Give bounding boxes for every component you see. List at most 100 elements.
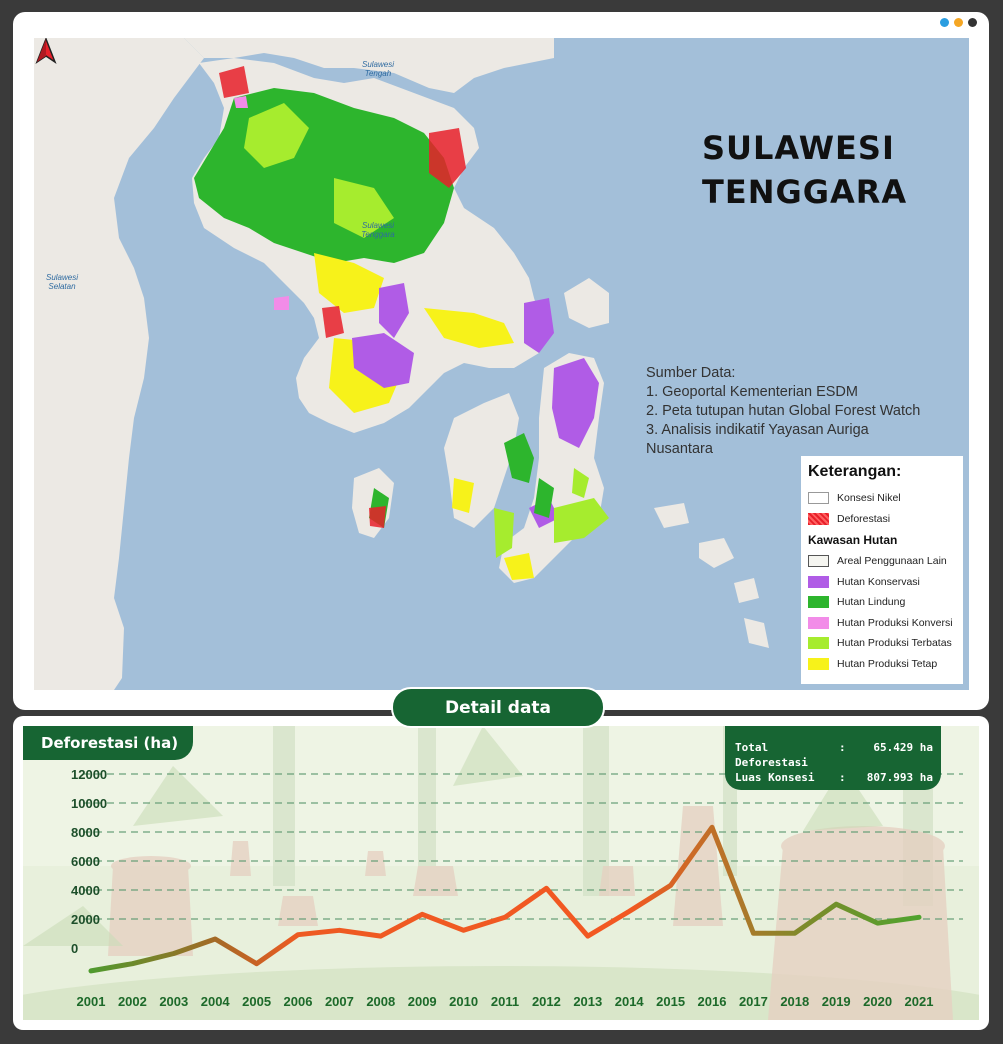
window-controls [940,18,977,27]
forest-terbatas-2 [334,178,394,238]
legend-label: Hutan Lindung [837,596,906,609]
legend-item: Hutan Konservasi [808,572,956,593]
label-sulawesi-tenggara: Sulawesi Tenggara [361,221,395,239]
legend-swatch [808,657,829,670]
legend-swatch [808,637,829,650]
legend-label: Hutan Produksi Tetap [837,657,938,670]
legend-swatch [808,555,829,568]
map-title: SULAWESI TENGGARA [702,126,907,214]
legend-swatch [808,492,829,505]
x-tick-label: 2021 [905,994,934,1009]
legend-label: Hutan Produksi Konversi [837,616,953,629]
x-tick-label: 2019 [822,994,851,1009]
sources-heading: Sumber Data: [646,365,736,381]
label-sulawesi-selatan: Sulawesi Selatan [45,273,78,291]
legend-item: Hutan Lindung [808,592,956,613]
summary-row-total: Total Deforestasi : 65.429 ha [735,740,933,770]
y-tick-label: 12000 [71,767,107,782]
x-tick-label: 2006 [284,994,313,1009]
x-tick-label: 2015 [656,994,685,1009]
deforestation-4 [369,506,386,528]
deforestation-1 [429,128,466,188]
summary-value: 65.429 ha [873,741,933,754]
map-view[interactable]: Sulawesi Tengah Sulawesi Tenggara Sulawe… [34,38,969,690]
x-tick-label: 2004 [201,994,231,1009]
x-tick-label: 2003 [159,994,188,1009]
land-east-islands [654,503,769,648]
legend-subtitle: Kawasan Hutan [808,533,898,547]
summary-separator: : [839,771,846,784]
land-island-left [100,598,124,690]
summary-label: Total Deforestasi [735,741,808,769]
forest-konservasi-2 [379,283,409,338]
y-tick-label: 10000 [71,796,107,811]
legend-swatch [808,616,829,629]
legend-swatch [808,596,829,609]
legend-swatch [808,575,829,588]
legend-item: Hutan Produksi Tetap [808,654,956,675]
y-tick-label: 6000 [71,854,100,869]
legend-label: Hutan Produksi Terbatas [837,637,952,650]
x-tick-label: 2012 [532,994,561,1009]
window-dot-dark[interactable] [968,18,977,27]
x-tick-label: 2002 [118,994,147,1009]
summary-separator: : [839,741,846,754]
forest-konservasi-3 [524,298,554,353]
summary-value: 807.993 ha [866,771,933,784]
forest-tetap-3 [424,308,514,348]
map-title-line1: SULAWESI [702,129,895,167]
detail-data-button[interactable]: Detail data [391,687,605,728]
legend-item: Hutan Produksi Terbatas [808,633,956,654]
chart-title: Deforestasi (ha) [23,726,193,760]
map-window: Sulawesi Tengah Sulawesi Tenggara Sulawe… [13,12,989,710]
forest-terbatas-1 [244,103,309,168]
legend-swatch [808,512,829,525]
x-tick-label: 2018 [780,994,809,1009]
forest-tetap-1 [314,253,384,313]
x-tick-label: 2016 [698,994,727,1009]
x-tick-label: 2008 [366,994,395,1009]
y-axis-ticks: 0 2000 4000 6000 8000 10000 12000 [71,767,107,956]
source-item: 2. Peta tutupan hutan Global Forest Watc… [646,403,921,419]
legend-item: Areal Penggunaan Lain [808,551,956,572]
chart-window: 0 2000 4000 6000 8000 10000 12000 2001 2002 2003… [13,716,989,1030]
forest-konservasi-4 [552,358,599,448]
y-tick-label: 2000 [71,912,100,927]
x-tick-label: 2007 [325,994,354,1009]
window-dot-blue[interactable] [940,18,949,27]
deforestation-3 [219,66,249,98]
legend-title: Keterangan: [808,463,902,480]
map-legend: Keterangan: Konsesi Nikel Deforestasi Ka… [801,456,963,684]
summary-box: Total Deforestasi : 65.429 ha Luas Konse… [725,726,941,790]
x-axis-ticks: 2001 2002 2003 2004 2005 2006 2007 2008 2009 2010… [77,994,934,1009]
deforestation-line [88,824,922,974]
chart-gridlines [83,773,963,920]
x-tick-label: 2010 [449,994,478,1009]
source-item: 1. Geoportal Kementerian ESDM [646,384,858,400]
x-tick-label: 2005 [242,994,271,1009]
land-sulawesi-selatan [34,38,204,690]
land-wawonii [564,278,609,328]
x-tick-label: 2011 [491,994,519,1009]
x-tick-label: 2020 [863,994,892,1009]
forest-tetap-buton [452,478,534,580]
y-tick-label: 8000 [71,825,100,840]
x-tick-label: 2014 [615,994,645,1009]
land-sulawesi-tengah-coast [184,38,554,93]
y-tick-label: 4000 [71,883,100,898]
legend-item: Konsesi Nikel [808,488,956,509]
map-title-line2: TENGGARA [702,173,908,211]
x-tick-label: 2013 [573,994,602,1009]
window-dot-orange[interactable] [954,18,963,27]
forest-lindung-buton [369,433,554,528]
summary-row-konsesi: Luas Konsesi : 807.993 ha [735,770,933,785]
compass-icon [35,38,57,64]
forest-terbatas-buton [494,468,609,558]
label-sulawesi-tengah: Sulawesi Tengah [361,60,394,78]
deforestation-2 [322,306,344,338]
source-item: 3. Analisis indikatif Yayasan Auriga [646,422,869,438]
x-tick-label: 2009 [408,994,437,1009]
map-graphics [34,38,769,690]
line-chart: 0 2000 4000 6000 8000 10000 12000 2001 2002 2003… [71,767,963,1009]
legend-label: Areal Penggunaan Lain [837,555,947,568]
